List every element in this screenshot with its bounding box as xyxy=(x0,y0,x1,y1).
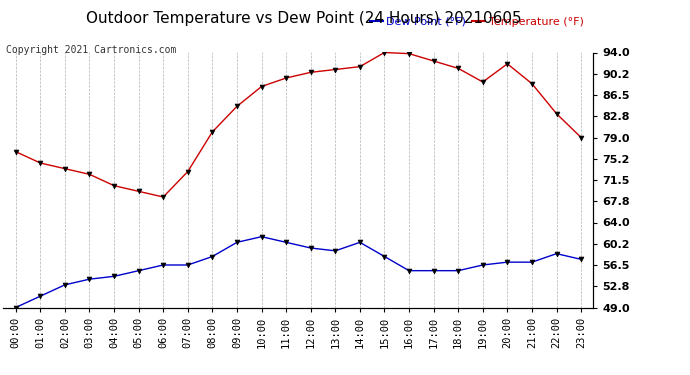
Legend: Dew Point (°F), Temperature (°F): Dew Point (°F), Temperature (°F) xyxy=(365,12,588,31)
Text: Outdoor Temperature vs Dew Point (24 Hours) 20210605: Outdoor Temperature vs Dew Point (24 Hou… xyxy=(86,11,522,26)
Text: Copyright 2021 Cartronics.com: Copyright 2021 Cartronics.com xyxy=(6,45,176,55)
